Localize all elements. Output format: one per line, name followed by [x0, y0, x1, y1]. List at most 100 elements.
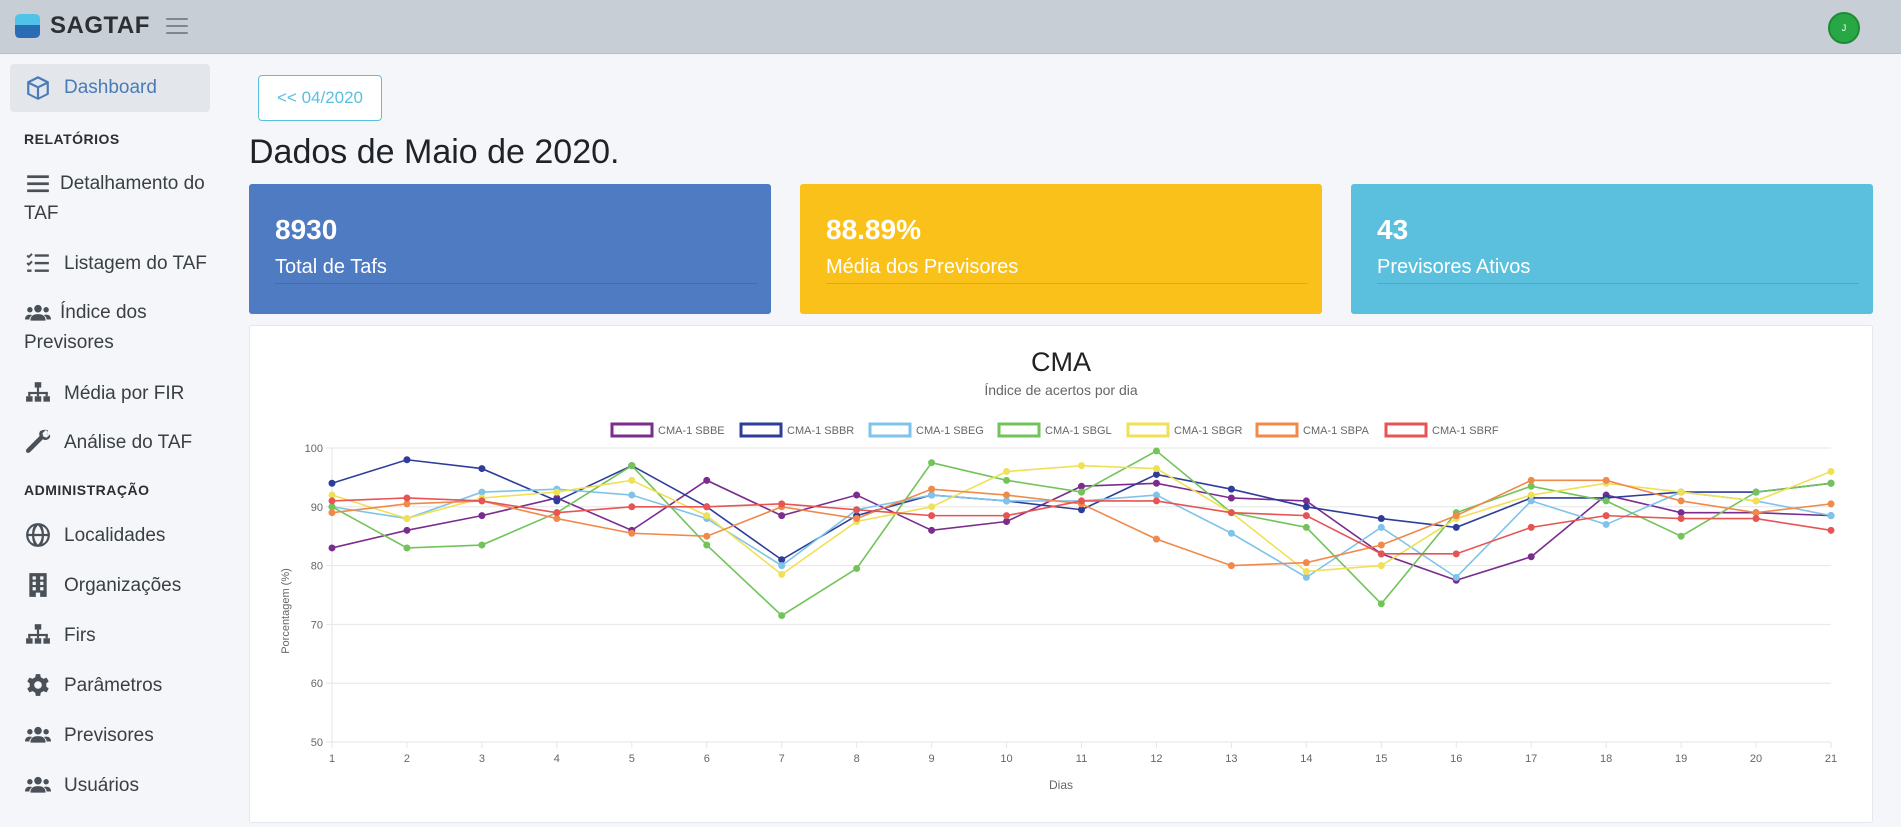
data-point [1452, 573, 1460, 581]
sidebar-item-label: Detalhamento do TAF [24, 173, 205, 224]
cube-icon [24, 74, 52, 102]
x-tick-label: 10 [1000, 753, 1012, 765]
data-point [1152, 497, 1160, 505]
divider [826, 283, 1308, 284]
stat-card-media-previsores: 88.89% Média dos Previsores [800, 184, 1322, 314]
sidebar-item-label: Localidades [64, 525, 166, 546]
user-avatar[interactable]: J [1828, 12, 1860, 44]
data-point [1752, 515, 1760, 523]
sidebar-item-media-fir[interactable]: Média por FIR [10, 379, 210, 409]
data-point [1602, 497, 1610, 505]
data-point [1227, 485, 1235, 493]
sidebar-item-dashboard[interactable]: Dashboard [10, 64, 210, 112]
x-tick-label: 4 [554, 753, 560, 765]
data-point [1078, 506, 1085, 514]
sidebar-item-localidades[interactable]: Localidades [10, 521, 210, 551]
sidebar-item-indice-previsores[interactable]: Índice dos Previsores [10, 298, 210, 358]
y-axis-label: Porcentagem (%) [280, 568, 292, 654]
data-point [628, 462, 636, 470]
data-point [928, 485, 936, 493]
data-point [1452, 550, 1460, 558]
data-point [853, 491, 861, 499]
data-point [853, 515, 861, 523]
sidebar-item-organizacoes[interactable]: Organizações [10, 571, 210, 601]
chart-title: CMA [1031, 347, 1091, 377]
data-point [1527, 476, 1535, 484]
data-point [1752, 497, 1760, 505]
data-point [628, 503, 636, 511]
legend-label: CMA-1 SBRF [1432, 425, 1499, 437]
list-lines-icon [24, 170, 52, 198]
sidebar-item-label: Listagem do TAF [64, 253, 207, 274]
data-point [1677, 515, 1685, 523]
data-point [1752, 509, 1760, 517]
top-navbar: SAGTAF J [0, 0, 1901, 54]
brand-name[interactable]: SAGTAF [50, 12, 150, 39]
data-point [628, 491, 636, 499]
data-point [778, 612, 786, 620]
data-point [1677, 509, 1685, 517]
data-point [1527, 491, 1535, 499]
x-tick-label: 14 [1300, 753, 1312, 765]
data-point [328, 544, 336, 552]
data-point [1377, 550, 1385, 558]
y-tick-label: 60 [311, 678, 323, 690]
data-point [1227, 529, 1235, 537]
x-tick-label: 19 [1675, 753, 1687, 765]
sidebar-item-parametros[interactable]: Parâmetros [10, 671, 210, 701]
data-point [1377, 600, 1385, 608]
x-tick-label: 8 [854, 753, 860, 765]
data-point [1827, 479, 1835, 487]
data-point [1827, 468, 1835, 476]
data-point [1302, 523, 1310, 531]
sidebar-item-label: Análise do TAF [64, 432, 193, 453]
sidebar-item-analise-taf[interactable]: Análise do TAF [10, 428, 210, 458]
data-point [703, 503, 711, 511]
legend-swatch [997, 422, 1041, 438]
legend-swatch [1384, 422, 1428, 438]
data-point [1003, 518, 1011, 525]
x-tick-label: 21 [1825, 753, 1837, 765]
data-point [1078, 482, 1085, 490]
sidebar-item-listagem[interactable]: Listagem do TAF [10, 249, 210, 279]
data-point [403, 456, 411, 464]
data-point [478, 465, 486, 473]
sidebar-item-previsores[interactable]: Previsores [10, 721, 210, 751]
stat-value: 88.89% [826, 214, 921, 245]
x-tick-label: 7 [779, 753, 785, 765]
building-icon [24, 571, 52, 599]
data-point [1003, 491, 1011, 499]
data-point [1302, 503, 1310, 511]
page-title: Dados de Maio de 2020. [249, 133, 620, 171]
data-point [1827, 512, 1835, 520]
section-title-relatorios: RELATÓRIOS [24, 131, 120, 147]
data-point [1527, 482, 1535, 490]
sidebar-item-detalhamento[interactable]: Detalhamento do TAF [10, 169, 210, 229]
sidebar-item-firs[interactable]: Firs [10, 621, 210, 651]
x-axis-label: Dias [1049, 778, 1073, 792]
sidebar-item-label: Parâmetros [64, 675, 163, 696]
stat-card-total-tafs: 8930 Total de Tafs [249, 184, 771, 314]
line-chart: CMA Índice de acertos por dia Dias Porce… [280, 347, 1837, 792]
data-point [778, 562, 786, 570]
hamburger-menu-icon[interactable] [166, 18, 188, 36]
sidebar-item-label: Índice dos Previsores [24, 302, 147, 353]
previous-month-button[interactable]: << 04/2020 [258, 75, 382, 121]
stat-label: Média dos Previsores [826, 256, 1019, 278]
data-point [928, 491, 936, 499]
data-point [478, 512, 486, 520]
data-point [1827, 500, 1835, 508]
data-point [1152, 465, 1160, 473]
sidebar-item-usuarios[interactable]: Usuários [10, 771, 210, 801]
data-point [553, 497, 561, 505]
legend-label: CMA-1 SBBE [658, 425, 725, 437]
data-point [1302, 559, 1310, 567]
data-point [328, 509, 336, 517]
data-point [928, 503, 936, 511]
x-tick-label: 2 [404, 753, 410, 765]
data-point [853, 506, 861, 514]
data-point [1377, 541, 1385, 549]
divider [1377, 283, 1859, 284]
data-point [403, 526, 411, 534]
data-point [778, 570, 786, 578]
